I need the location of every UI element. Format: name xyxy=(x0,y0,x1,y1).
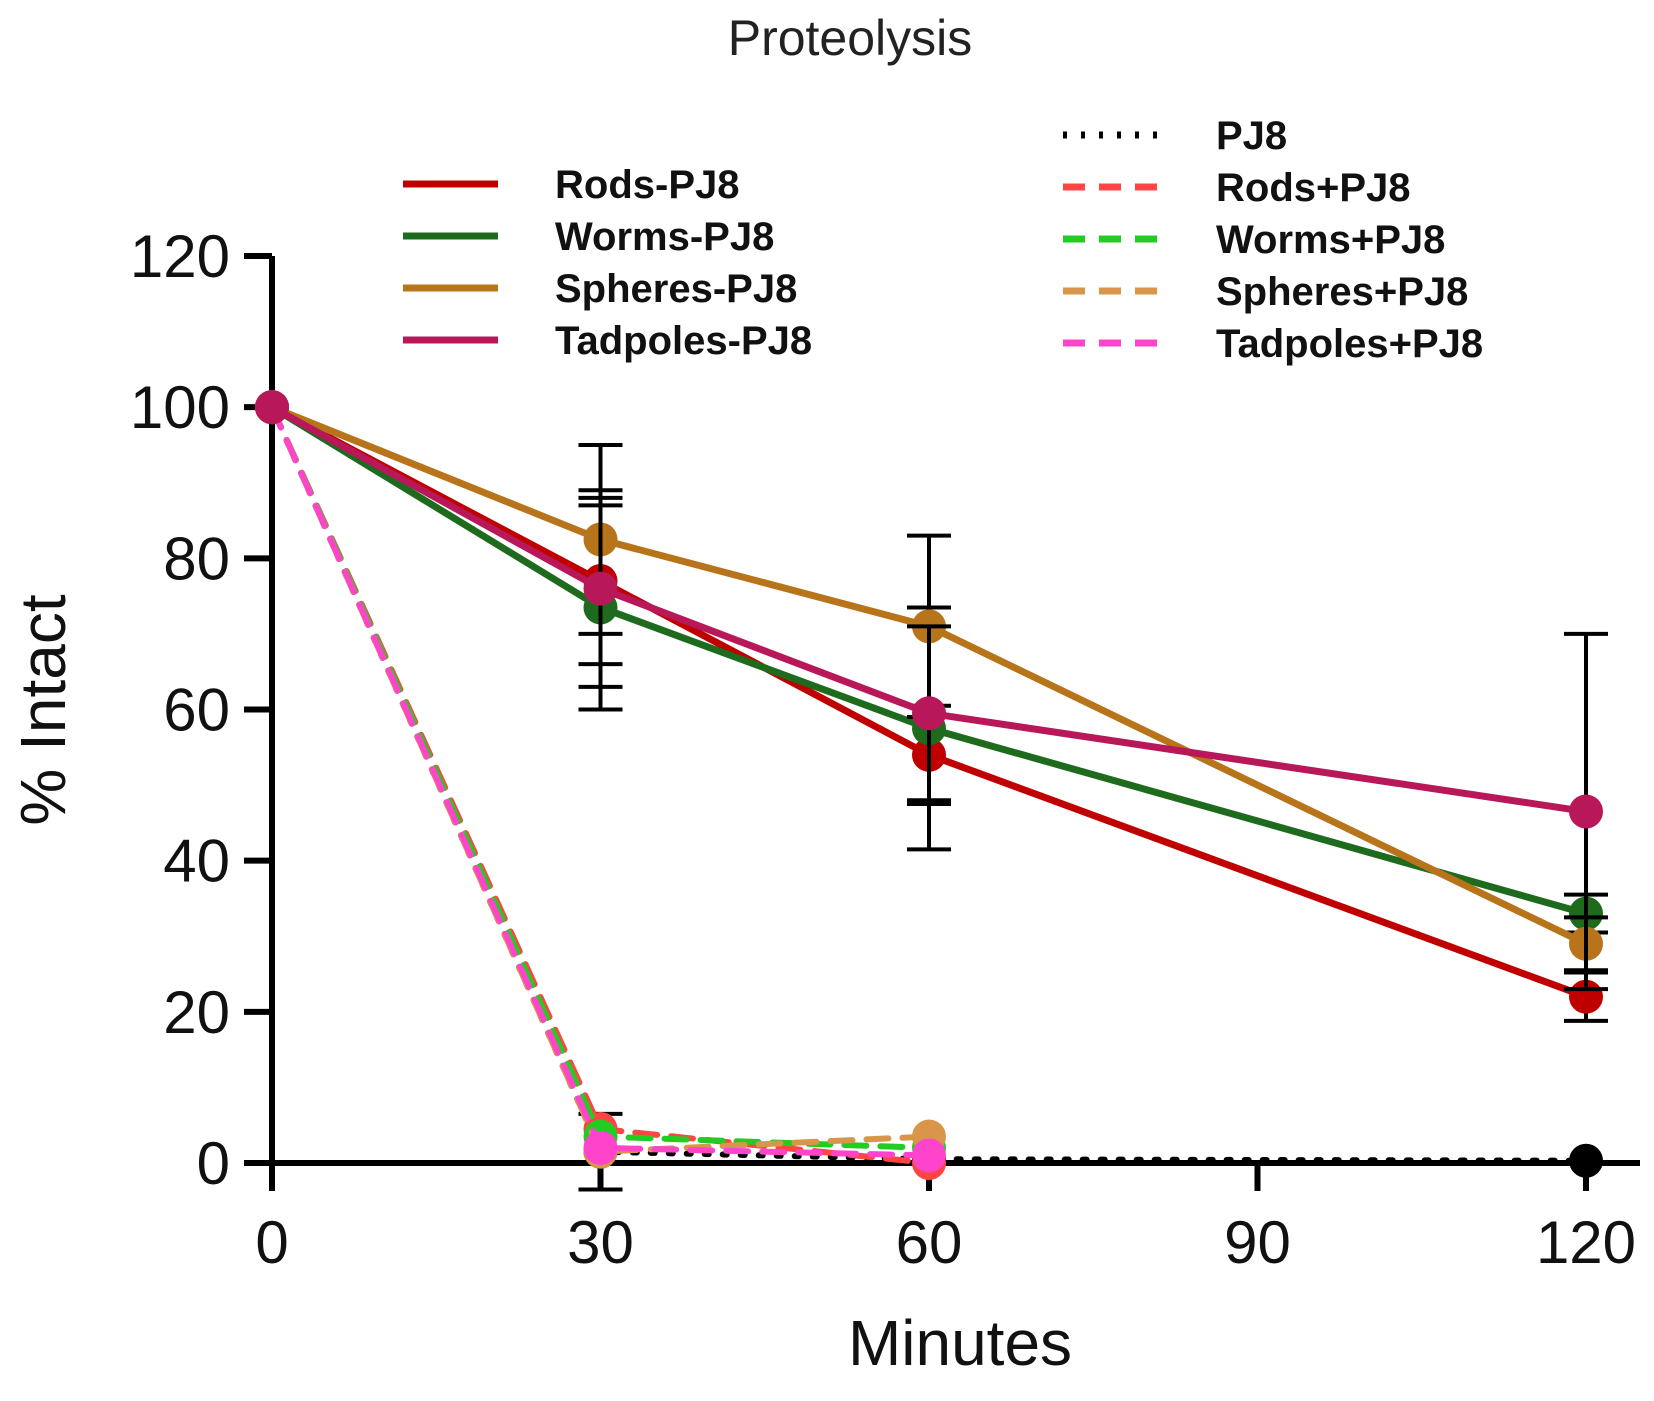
series-layer xyxy=(255,390,1608,1192)
series-line xyxy=(268,403,1590,948)
data-point xyxy=(583,1130,618,1165)
y-tick-label: 100 xyxy=(130,374,230,441)
series-line xyxy=(269,404,1589,1164)
legend-label: Tadpoles+PJ8 xyxy=(1216,322,1483,366)
legend-label: Spheres+PJ8 xyxy=(1216,270,1468,314)
legend-item: Tadpoles+PJ8 xyxy=(1063,322,1483,366)
legend: Rods-PJ8 Worms-PJ8 Spheres-PJ8 Tadpoles-PJ8… xyxy=(403,114,1483,366)
x-tick-label: 120 xyxy=(1536,1209,1636,1276)
x-tick-label: 0 xyxy=(255,1209,288,1276)
series-spheres-pj8 xyxy=(255,390,1608,973)
y-tick-label: 120 xyxy=(130,223,230,290)
data-point xyxy=(912,696,946,731)
legend-item: Rods-PJ8 xyxy=(403,163,740,207)
axes: 0 20 40 60 80 100 120 0 30 60 90 120 xyxy=(130,223,1640,1276)
x-axis-label: Minutes xyxy=(848,1307,1072,1379)
legend-item: Spheres-PJ8 xyxy=(403,267,797,311)
series-worms-pj8 xyxy=(255,390,1608,935)
legend-item: Worms+PJ8 xyxy=(1063,218,1445,262)
data-point xyxy=(1569,794,1603,829)
legend-label: Tadpoles-PJ8 xyxy=(555,319,812,363)
legend-item: Tadpoles-PJ8 xyxy=(403,319,812,363)
legend-item: Worms-PJ8 xyxy=(403,215,774,259)
y-tick-label: 40 xyxy=(163,828,230,895)
legend-label: Worms-PJ8 xyxy=(555,215,774,259)
legend-label: PJ8 xyxy=(1216,114,1287,158)
legend-label: Worms+PJ8 xyxy=(1216,218,1445,262)
series-line xyxy=(268,403,1590,918)
data-point xyxy=(255,390,289,425)
series-tadpoles-pj8 xyxy=(255,390,1608,992)
legend-item: PJ8 xyxy=(1063,114,1287,158)
legend-label: Spheres-PJ8 xyxy=(555,267,797,311)
x-tick-label: 60 xyxy=(896,1209,963,1276)
legend-label: Rods+PJ8 xyxy=(1216,166,1411,210)
data-point xyxy=(1569,1143,1603,1178)
chart-title: Proteolysis xyxy=(728,10,973,66)
x-tick-label: 30 xyxy=(567,1209,634,1276)
y-tick-label: 0 xyxy=(197,1130,230,1197)
y-tick-label: 60 xyxy=(163,677,230,744)
data-point xyxy=(912,1138,946,1173)
series-line xyxy=(268,403,1590,816)
legend-item: Rods+PJ8 xyxy=(1063,166,1411,210)
y-tick-label: 80 xyxy=(163,525,230,592)
data-point xyxy=(583,571,618,606)
legend-label: Rods-PJ8 xyxy=(555,163,740,207)
y-axis-label: % Intact xyxy=(7,594,79,825)
x-tick-label: 90 xyxy=(1224,1209,1291,1276)
y-tick-label: 20 xyxy=(163,979,230,1046)
legend-item: Spheres+PJ8 xyxy=(1063,270,1468,314)
